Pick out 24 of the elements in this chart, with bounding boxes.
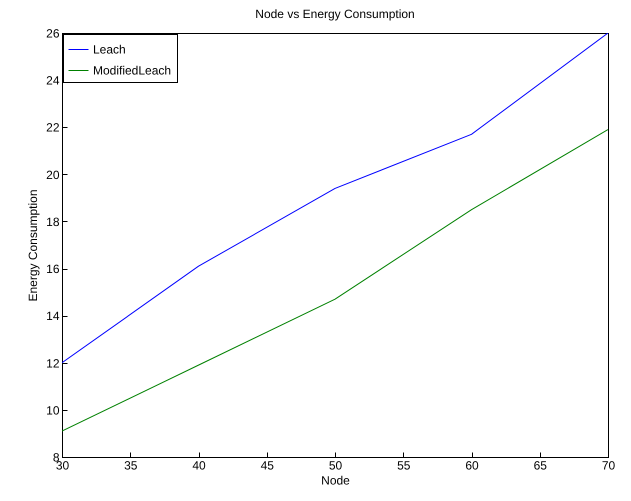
y-tick-label: 16 (46, 262, 60, 276)
chart-title: Node vs Energy Consumption (255, 7, 415, 21)
y-tick-label: 26 (46, 26, 60, 40)
x-tick-label: 45 (260, 458, 274, 472)
y-tick-label: 10 (46, 403, 60, 418)
y-axis-title: Energy Consumption (26, 189, 40, 302)
x-axis-title: Node (321, 474, 350, 488)
y-tick-label: 14 (46, 309, 60, 324)
x-tick-label: 55 (397, 458, 411, 472)
x-tick-label: 65 (534, 458, 548, 472)
x-tick-label: 60 (465, 458, 479, 472)
line-series (62, 33, 608, 364)
legend-label: ModifiedLeach (93, 64, 172, 78)
x-tick-label: 70 (602, 458, 616, 472)
y-tick-label: 20 (46, 168, 60, 182)
x-tick-label: 50 (328, 458, 342, 472)
y-tick-label: 12 (46, 356, 60, 370)
line-series (62, 129, 608, 432)
x-tick-label: 35 (124, 458, 138, 472)
legend-label: Leach (93, 42, 126, 56)
y-tick-label: 24 (46, 74, 60, 88)
y-tick-label: 22 (46, 120, 60, 135)
x-tick-label: 40 (192, 458, 206, 472)
y-tick-label: 18 (46, 214, 60, 229)
